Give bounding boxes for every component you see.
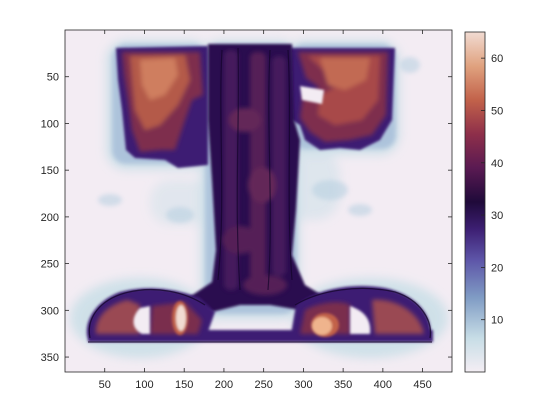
- y-tick-label: 100: [41, 118, 59, 130]
- x-tick-label: 150: [175, 379, 193, 391]
- x-tick-label: 400: [374, 379, 392, 391]
- x-tick-label: 250: [254, 379, 272, 391]
- y-tick-label: 250: [41, 259, 59, 271]
- y-tick-label: 50: [47, 72, 59, 84]
- y-axis-ticks: 50 100 150 200 250 300 350: [41, 72, 452, 364]
- y-tick-label: 200: [41, 212, 59, 224]
- colorbar-tick-label: 10: [491, 315, 503, 327]
- x-tick-label: 300: [294, 379, 312, 391]
- colorbar: [464, 31, 486, 373]
- x-axis-ticks: 50 100 150 200 250 300 350 400 450: [99, 30, 432, 391]
- x-tick-label: 200: [215, 379, 233, 391]
- colorbar-tick-label: 60: [491, 53, 503, 65]
- x-tick-label: 350: [334, 379, 352, 391]
- colorbar-tick-label: 50: [491, 105, 503, 117]
- colorbar-tick-label: 30: [491, 210, 503, 222]
- x-tick-label: 100: [135, 379, 153, 391]
- colorbar-tick-label: 40: [491, 158, 503, 170]
- axes-box: [64, 29, 453, 373]
- colorbar-ticks: 10 20 30 40 50 60: [481, 53, 503, 327]
- x-tick-label: 50: [99, 379, 111, 391]
- y-tick-label: 150: [41, 165, 59, 177]
- y-tick-label: 300: [41, 305, 59, 317]
- colorbar-tick-label: 20: [491, 262, 503, 274]
- x-tick-label: 450: [413, 379, 431, 391]
- heatmap-image: [70, 40, 448, 358]
- y-tick-label: 350: [41, 352, 59, 364]
